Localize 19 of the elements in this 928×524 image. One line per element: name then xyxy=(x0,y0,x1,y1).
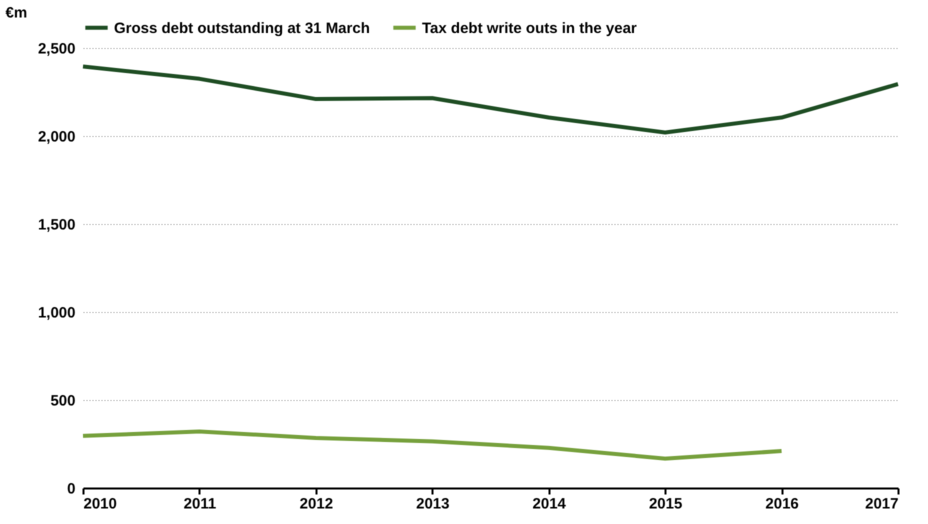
legend-label: Gross debt outstanding at 31 March xyxy=(114,20,370,37)
x-tick-label: 2014 xyxy=(532,496,567,512)
y-tick-label: 2,000 xyxy=(38,128,76,146)
x-tick-label: 2010 xyxy=(84,496,117,512)
line-series xyxy=(81,430,784,461)
y-tick-label: 500 xyxy=(50,392,76,410)
x-tick-label: 2016 xyxy=(765,496,799,512)
y-axis-title: €m xyxy=(6,4,28,22)
line-series xyxy=(81,64,900,134)
x-tick-label: 2012 xyxy=(300,496,334,512)
x-tick-label: 2015 xyxy=(648,496,682,512)
y-tick-label: 2,500 xyxy=(38,40,76,58)
x-tick-label: 2017 xyxy=(865,496,898,512)
y-tick-label: 0 xyxy=(67,480,76,498)
y-tick-label: 1,500 xyxy=(38,216,76,234)
x-tick-label: 2011 xyxy=(184,496,216,512)
y-tick-label: 1,000 xyxy=(38,304,76,322)
x-tick-label: 2013 xyxy=(416,496,450,512)
legend-label: Tax debt write outs in the year xyxy=(422,20,637,37)
